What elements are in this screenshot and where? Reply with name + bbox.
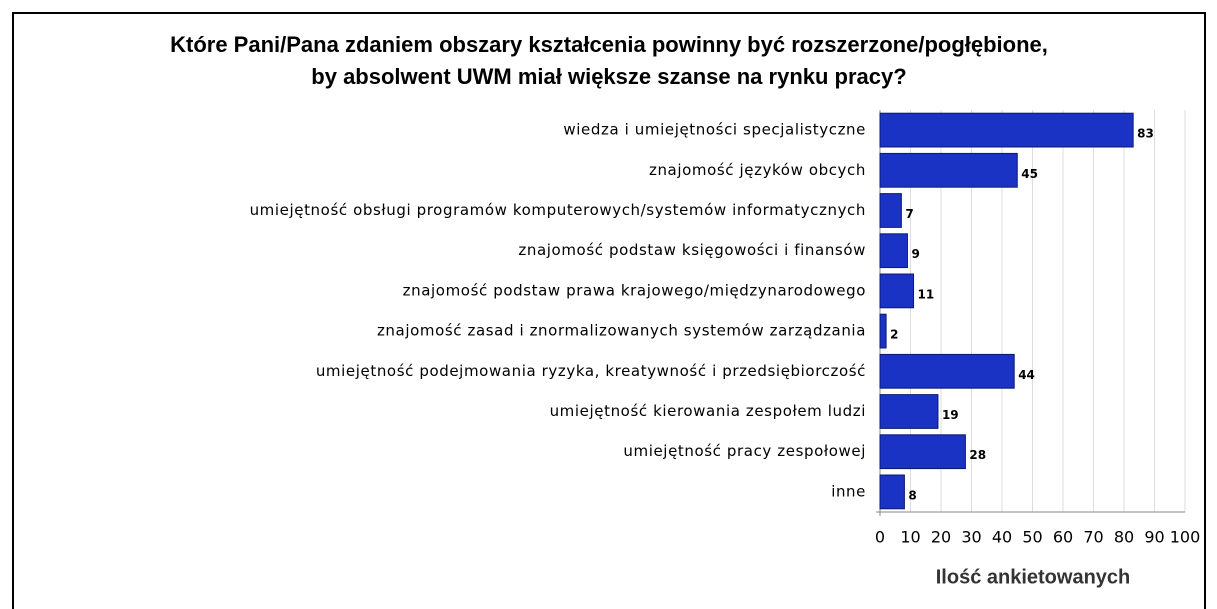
value-label: 9 <box>911 247 919 261</box>
y-tick-label: znajomość zasad i znormalizowanych syste… <box>377 322 866 340</box>
y-tick-label: umiejętność obsługi programów komputerow… <box>250 201 866 219</box>
x-tick-label: 80 <box>1114 528 1134 547</box>
y-tick-label: wiedza i umiejętności specjalistyczne <box>563 121 866 139</box>
y-tick-label: znajomość podstaw księgowości i finansów <box>518 241 866 259</box>
x-tick-label: 40 <box>992 528 1012 547</box>
bar <box>879 474 905 510</box>
bar <box>879 313 887 349</box>
x-tick-label: 20 <box>931 528 951 547</box>
value-label: 2 <box>890 328 898 342</box>
value-label: 28 <box>969 448 986 462</box>
value-label: 7 <box>905 207 913 221</box>
bar <box>879 152 1018 188</box>
value-label: 11 <box>918 287 935 301</box>
value-label: 8 <box>908 488 916 502</box>
x-axis-label: Ilość ankietowanych <box>936 566 1131 588</box>
frame <box>12 12 1206 609</box>
y-tick-label: umiejętność pracy zespołowej <box>623 442 866 460</box>
bar <box>879 233 908 269</box>
bar <box>879 434 966 470</box>
y-tick-label: inne <box>831 482 866 500</box>
y-tick-label: umiejętność podejmowania ryzyka, kreatyw… <box>316 362 866 380</box>
x-tick-label: 0 <box>875 528 885 547</box>
chart-title: by absolwent UWM miał większe szanse na … <box>311 64 906 89</box>
bar <box>879 394 939 429</box>
x-tick-label: 10 <box>900 528 920 547</box>
chart-title: Które Pani/Pana zdaniem obszary kształce… <box>170 32 1048 57</box>
value-label: 83 <box>1137 127 1154 141</box>
bar <box>879 273 915 309</box>
x-tick-label: 70 <box>1083 528 1103 547</box>
x-tick-label: 90 <box>1144 528 1164 547</box>
bar <box>879 353 1015 389</box>
value-label: 19 <box>942 408 959 422</box>
bar <box>879 112 1134 148</box>
x-tick-label: 100 <box>1170 528 1201 547</box>
y-tick-label: znajomość podstaw prawa krajowego/między… <box>403 281 866 299</box>
x-tick-label: 30 <box>961 528 981 547</box>
y-tick-label: znajomość języków obcych <box>649 161 866 179</box>
x-tick-label: 50 <box>1022 528 1042 547</box>
value-label: 44 <box>1018 368 1035 382</box>
value-label: 45 <box>1021 167 1038 181</box>
y-tick-label: umiejętność kierowania zespołem ludzi <box>550 402 866 420</box>
bar <box>879 193 902 228</box>
x-tick-label: 60 <box>1053 528 1073 547</box>
